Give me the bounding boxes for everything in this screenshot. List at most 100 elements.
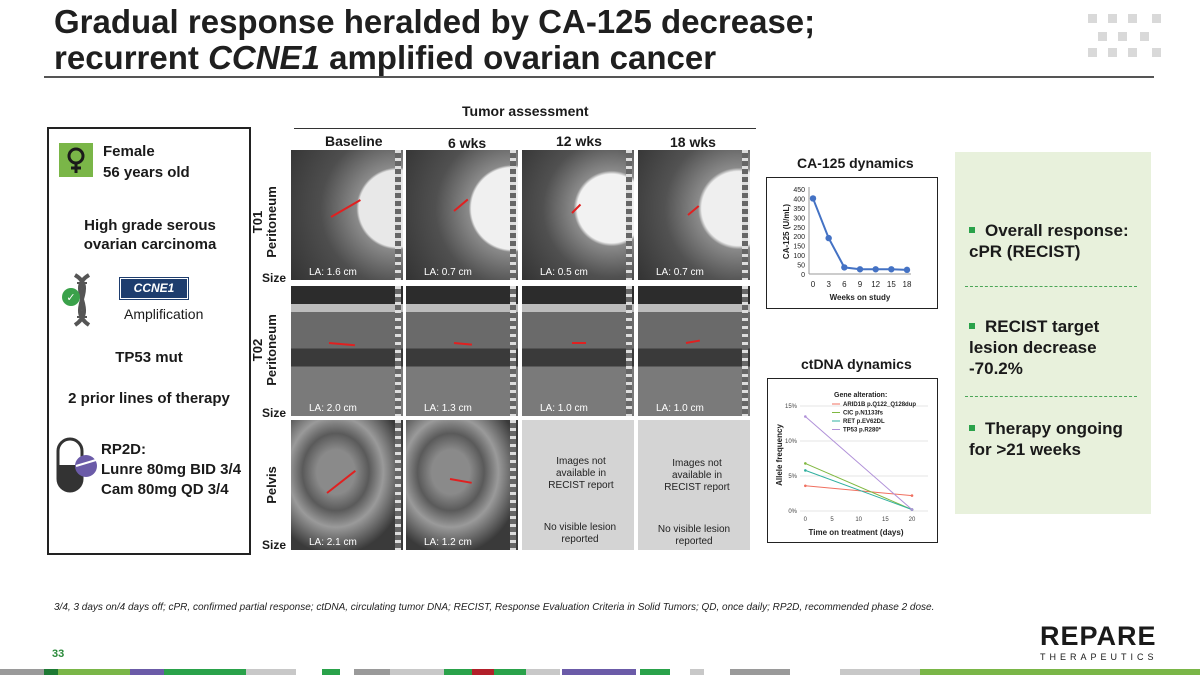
- ctdna-chart: 0% 5% 10% 15% 0 5 10 15 20 Gene alteration: ARID1B…: [775, 392, 928, 537]
- x-tick-label: 0: [811, 280, 816, 289]
- lesion-marker: [453, 198, 469, 212]
- y-tick-label: 0%: [788, 509, 797, 515]
- response-item-2-text: RECIST target lesion decrease -70.2%: [969, 317, 1100, 378]
- ca125-chart-frame: 0 50 100 150 200 250 300 350 400 450 0 3 6 9 12 15 18 Wee…: [766, 177, 938, 309]
- lesion-marker: [572, 342, 586, 344]
- col-header-6wks: 6 wks: [448, 135, 487, 151]
- decorative-dots-icon: [1088, 14, 1164, 60]
- response-item-1-text: Overall response: cPR (RECIST): [969, 221, 1129, 261]
- page-number: 33: [52, 648, 65, 660]
- y-tick-label: 0: [801, 272, 805, 279]
- repare-logo: REPARE THERAPEUTICS: [1040, 622, 1160, 662]
- x-tick-label: 18: [903, 280, 912, 289]
- row-site-t02: Peritoneum: [264, 314, 279, 386]
- gene-badge: CCNE1: [120, 278, 188, 299]
- y-tick-label: 300: [793, 215, 805, 222]
- lesion-size: LA: 0.7 cm: [424, 267, 472, 278]
- patient-age: 56 years old: [103, 164, 190, 181]
- response-item-1: Overall response: cPR (RECIST): [969, 220, 1145, 262]
- diagnosis-text: High grade serous ovarian carcinoma: [83, 217, 217, 253]
- ca125-data-point: [809, 195, 817, 202]
- slide-title: Gradual response heralded by CA-125 decr…: [54, 4, 815, 76]
- scan-scale-strip: [626, 150, 632, 280]
- ctdna-data-point: [910, 494, 914, 497]
- lesion-marker: [449, 478, 472, 484]
- lesion-marker: [326, 470, 356, 494]
- y-tick-label: 150: [793, 244, 805, 251]
- prior-lines-text: 2 prior lines of therapy: [68, 390, 230, 407]
- scan-t01-baseline: LA: 1.6 cm: [291, 150, 403, 280]
- x-tick-label: 10: [855, 517, 862, 523]
- response-item-3: Therapy ongoing for >21 weeks: [969, 418, 1145, 460]
- row-label-pelvis: Pelvis: [264, 455, 279, 515]
- dna-icon: ✓: [59, 273, 105, 327]
- scan-t01-18wks: LA: 0.7 cm: [638, 150, 750, 280]
- bullet-icon: [969, 322, 975, 329]
- ctdna-data-point: [804, 469, 807, 472]
- title-gene-name: CCNE1: [208, 39, 320, 76]
- lesion-size: LA: 0.7 cm: [656, 267, 704, 278]
- lesion-size: LA: 0.5 cm: [540, 267, 588, 278]
- ca125-data-point: [825, 234, 832, 242]
- x-tick-label: 20: [909, 517, 916, 523]
- size-label-row1: Size: [262, 271, 287, 285]
- ctdna-chart-frame: 0% 5% 10% 15% 0 5 10 15 20 Gene alteration: ARID1B…: [767, 378, 938, 543]
- y-tick-label: 350: [793, 206, 805, 213]
- row-site-pelvis: Pelvis: [264, 466, 279, 504]
- response-item-2: RECIST target lesion decrease -70.2%: [969, 316, 1145, 379]
- response-panel: Overall response: cPR (RECIST) RECIST ta…: [955, 152, 1151, 514]
- title-line-2: recurrent CCNE1 amplified ovarian cancer: [54, 40, 815, 76]
- y-tick-label: 50: [797, 263, 805, 270]
- legend-title: Gene alteration:: [834, 392, 887, 399]
- dose-line-2: Cam 80mg QD 3/4: [101, 481, 229, 498]
- lesion-marker: [571, 203, 582, 214]
- lesion-marker: [687, 205, 700, 216]
- col-header-18wks: 18 wks: [670, 134, 716, 150]
- lesion-size: LA: 2.1 cm: [309, 537, 357, 548]
- scan-t02-6wks: LA: 1.3 cm: [406, 286, 518, 416]
- size-label-row2: Size: [262, 406, 287, 420]
- y-axis-title: CA-125 (U/mL): [782, 204, 791, 259]
- ctdna-data-point: [804, 415, 807, 418]
- legend-entry: ARID1B p.Q122_Q128dup: [843, 402, 916, 408]
- ctdna-data-point: [804, 484, 807, 488]
- scan-scale-strip: [510, 150, 516, 280]
- logo-main-text: REPARE: [1040, 621, 1157, 651]
- gene-status: Amplification: [124, 306, 204, 322]
- ca125-data-point: [856, 266, 864, 273]
- x-tick-label: 9: [858, 280, 863, 289]
- scan-scale-strip: [742, 286, 748, 416]
- size-label-row3: Size: [262, 538, 287, 552]
- ctdna-series-line: [805, 462, 913, 511]
- x-tick-label: 5: [830, 517, 834, 523]
- scan-scale-strip: [742, 150, 748, 280]
- title-line-2-suffix: amplified ovarian cancer: [319, 39, 717, 76]
- lesion-size: LA: 1.3 cm: [424, 403, 472, 414]
- title-divider: [44, 76, 1154, 78]
- lesion-size: LA: 1.6 cm: [309, 267, 357, 278]
- row-label-t01: T01 Peritoneum: [250, 182, 281, 262]
- response-item-3-text: Therapy ongoing for >21 weeks: [969, 419, 1123, 459]
- scan-t02-18wks: LA: 1.0 cm: [638, 286, 750, 416]
- y-tick-label: 450: [793, 187, 805, 194]
- bullet-icon: [969, 226, 975, 233]
- ctdna-series-line: [805, 485, 913, 497]
- legend-entry: RET p.EV62DL: [843, 419, 885, 425]
- response-divider-2: [965, 396, 1137, 397]
- patient-sex: Female: [103, 143, 155, 160]
- response-divider-1: [965, 286, 1137, 287]
- scan-scale-strip: [395, 150, 401, 280]
- no-lesion-note: No visible lesion reported: [543, 522, 617, 545]
- scan-t01-12wks: LA: 0.5 cm: [522, 150, 634, 280]
- ca125-series-line: [812, 198, 908, 271]
- ca125-chart: 0 50 100 150 200 250 300 350 400 450 0 3 6 9 12 15 18 Wee…: [782, 187, 912, 302]
- scan-scale-strip: [510, 286, 516, 416]
- ctdna-series-line: [805, 469, 913, 511]
- female-icon: [59, 143, 93, 177]
- patient-info-box: Female 56 years old High grade serous ov…: [47, 127, 251, 555]
- tumor-header-rule: [294, 128, 756, 129]
- y-tick-label: 250: [793, 225, 805, 232]
- col-header-baseline: Baseline: [325, 133, 383, 149]
- lesion-marker: [453, 342, 473, 346]
- y-tick-label: 400: [793, 196, 805, 203]
